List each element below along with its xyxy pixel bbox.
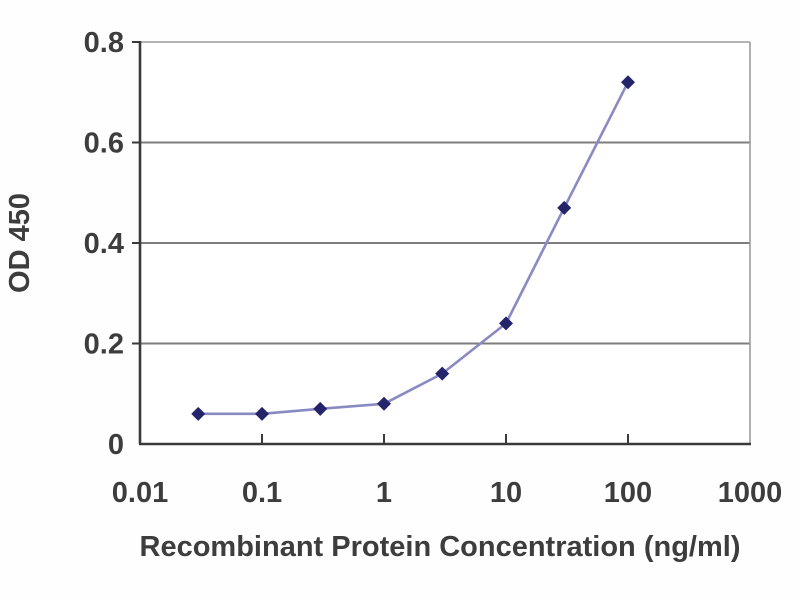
data-point-marker-10ngml xyxy=(499,316,513,331)
x-axis-title: Recombinant Protein Concentration (ng/ml… xyxy=(139,531,741,563)
data-point-marker-100ngml xyxy=(621,75,635,90)
y-tick-label-0: 0 xyxy=(108,429,124,461)
x-tick-label-0.1: 0.1 xyxy=(242,477,282,509)
data-point-marker-0.3ngml xyxy=(313,401,328,416)
x-tick-label-1000: 1000 xyxy=(718,477,783,509)
y-axis-title: OD 450 xyxy=(4,193,36,293)
data-point-marker-3ngml xyxy=(435,366,450,381)
y-tick-label-0.6: 0.6 xyxy=(84,128,124,160)
data-point-marker-0.1ngml xyxy=(255,406,269,421)
data-point-marker-0.03ngml xyxy=(191,406,206,421)
series-line-od450 xyxy=(196,80,630,416)
y-tick-label-0.4: 0.4 xyxy=(84,228,124,260)
data-point-marker-30ngml xyxy=(557,200,572,215)
x-tick-label-100: 100 xyxy=(604,477,652,509)
y-tick-label-0.8: 0.8 xyxy=(84,27,124,59)
x-tick-label-0.01: 0.01 xyxy=(112,477,168,509)
data-point-marker-1ngml xyxy=(377,396,391,411)
x-tick-label-10: 10 xyxy=(490,477,522,509)
y-tick-label-0.2: 0.2 xyxy=(84,329,124,361)
x-tick-label-1: 1 xyxy=(376,477,392,509)
